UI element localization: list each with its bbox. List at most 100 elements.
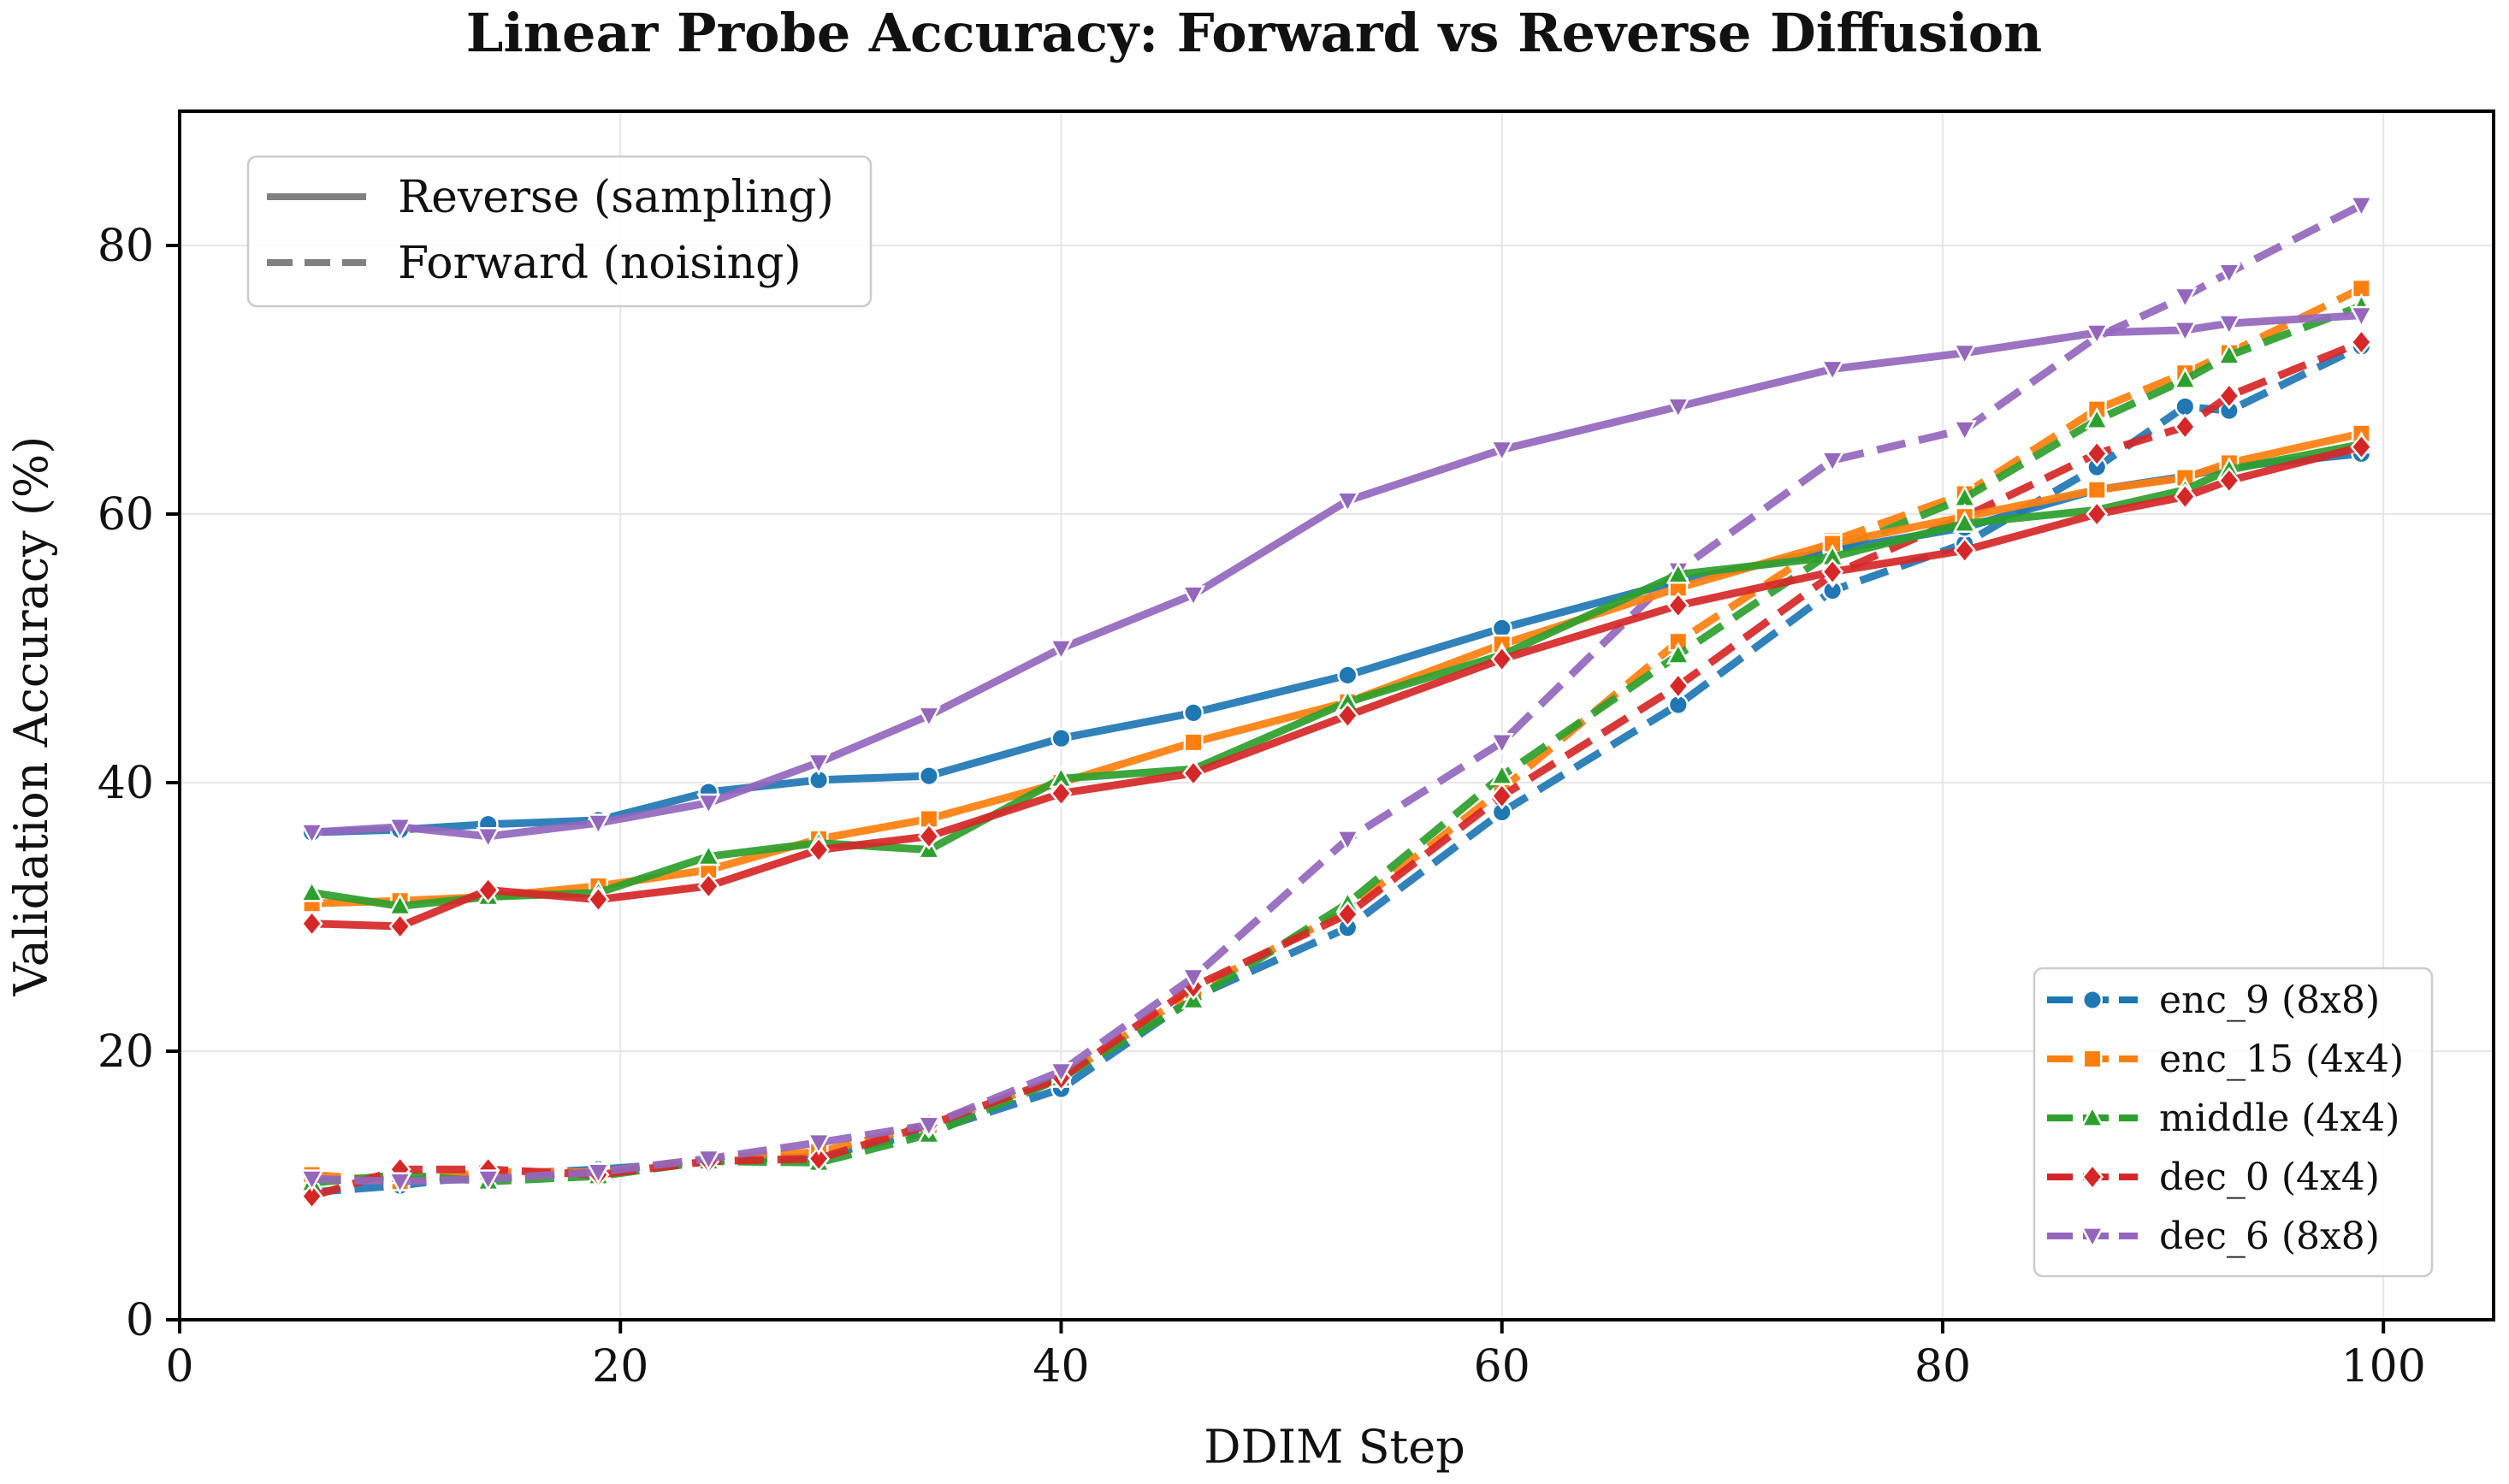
point-dec-0-reverse xyxy=(697,872,720,900)
point-dec-0-reverse xyxy=(476,876,500,904)
y-tick-label: 20 xyxy=(98,1026,154,1078)
series-dec-0-reverse xyxy=(300,433,2373,940)
legend-enc-15-marker xyxy=(2082,1049,2103,1069)
point-dec-0-forward xyxy=(2217,382,2240,410)
point-dec-0-forward xyxy=(2350,328,2373,356)
point-middle-reverse xyxy=(1666,561,1690,584)
legend-enc-9-marker xyxy=(2081,989,2104,1011)
x-tick-label: 100 xyxy=(2341,1341,2426,1392)
legend-middle-marker xyxy=(2080,1104,2105,1127)
y-tick-label: 0 xyxy=(126,1295,154,1346)
legend-dec0-label: dec_0 (4x4) xyxy=(2159,1156,2380,1199)
legend-enc15-label: enc_15 (4x4) xyxy=(2159,1038,2404,1081)
point-dec-0-reverse xyxy=(1050,779,1073,807)
point-middle-reverse xyxy=(1952,510,1977,533)
point-dec-6-reverse xyxy=(1666,397,1690,420)
line-dec-6-reverse xyxy=(311,311,2362,841)
point-enc-9-reverse xyxy=(1182,702,1204,724)
point-dec-6-reverse xyxy=(806,753,831,776)
point-dec-0-reverse xyxy=(1336,701,1359,730)
point-dec-6-reverse xyxy=(586,813,611,837)
point-dec-6-reverse xyxy=(2216,314,2241,337)
point-dec-0-forward xyxy=(1490,782,1513,810)
point-dec-6-forward xyxy=(2173,287,2198,310)
point-dec-6-forward xyxy=(806,1132,831,1156)
point-enc-9-reverse xyxy=(1050,728,1072,749)
point-dec-6-forward xyxy=(299,1169,324,1192)
style-legend-box xyxy=(246,155,873,308)
point-dec-6-reverse xyxy=(388,817,412,841)
line-dec-0-reverse xyxy=(311,443,2363,931)
point-dec-6-forward xyxy=(586,1162,611,1185)
point-middle-reverse xyxy=(696,843,721,866)
legend-reverse-label: Reverse (sampling) xyxy=(398,172,834,223)
point-dec-0-reverse xyxy=(388,913,411,940)
point-dec-0-reverse xyxy=(587,885,610,913)
point-enc-9-forward xyxy=(2175,396,2196,417)
point-dec-6-reverse xyxy=(1335,491,1360,514)
point-dec-6-reverse xyxy=(2085,323,2110,346)
y-tick-label: 80 xyxy=(98,221,154,272)
point-dec-0-reverse xyxy=(1666,591,1689,619)
legend-enc9-label: enc_9 (8x8) xyxy=(2159,978,2380,1022)
point-dec-6-forward xyxy=(1489,733,1514,756)
point-dec-6-forward xyxy=(1335,830,1360,853)
y-axis-ticks: 0 20 40 60 80 xyxy=(98,221,180,1346)
series-layer xyxy=(299,196,2374,1210)
point-dec-6-forward xyxy=(2216,263,2241,286)
x-tick-label: 40 xyxy=(1033,1341,1089,1392)
legend-middle-label: middle (4x4) xyxy=(2159,1097,2400,1140)
point-dec-0-forward xyxy=(2174,413,2197,440)
point-middle-reverse xyxy=(299,879,324,902)
line-middle-reverse xyxy=(311,440,2363,910)
point-middle-forward xyxy=(2173,366,2198,389)
x-axis-label: DDIM Step xyxy=(1204,1420,1465,1474)
point-dec-0-reverse xyxy=(1490,645,1513,673)
point-dec-6-forward xyxy=(2349,196,2374,219)
series-dec-6-reverse xyxy=(299,305,2374,850)
point-dec-6-reverse xyxy=(299,823,324,846)
point-dec-0-forward xyxy=(2086,440,2109,468)
point-dec-6-forward xyxy=(916,1115,942,1138)
point-dec-6-forward xyxy=(1181,967,1206,990)
x-tick-label: 80 xyxy=(1914,1341,1971,1392)
point-dec-6-forward xyxy=(1820,451,1845,474)
point-dec-6-reverse xyxy=(1952,343,1977,366)
legend-dec-0-marker xyxy=(2080,1163,2104,1191)
point-enc-9-reverse xyxy=(1337,665,1358,686)
point-dec-6-reverse xyxy=(2349,305,2374,328)
point-dec-0-reverse xyxy=(2217,466,2240,494)
point-dec-6-forward xyxy=(388,1172,412,1195)
point-dec-0-reverse xyxy=(1182,760,1205,787)
point-middle-forward xyxy=(2216,342,2241,365)
point-dec-0-reverse xyxy=(917,823,940,850)
style-legend: Reverse (sampling) Forward (noising) xyxy=(246,155,873,308)
point-dec-6-reverse xyxy=(696,793,721,816)
point-dec-0-reverse xyxy=(1953,536,1976,565)
point-middle-forward xyxy=(2085,406,2110,429)
point-dec-6-forward xyxy=(1952,420,1977,443)
point-dec-0-reverse xyxy=(808,836,831,864)
point-dec-6-forward xyxy=(1049,1061,1074,1085)
point-enc-15-reverse xyxy=(1183,732,1204,753)
point-dec-6-forward xyxy=(696,1149,721,1172)
point-dec-6-forward xyxy=(476,1169,500,1192)
point-dec-6-reverse xyxy=(1049,639,1074,662)
point-enc-9-reverse xyxy=(918,766,939,787)
point-dec-0-reverse xyxy=(2086,500,2109,528)
point-dec-0-reverse xyxy=(300,910,323,937)
point-dec-6-reverse xyxy=(1181,585,1206,608)
layer-legend-box xyxy=(2033,967,2434,1278)
point-middle-forward xyxy=(1666,641,1690,665)
point-enc-15-reverse xyxy=(2086,480,2107,500)
plot-frame xyxy=(178,109,2495,1321)
chart-title: Linear Probe Accuracy: Forward vs Revers… xyxy=(466,2,2042,64)
x-tick-label: 0 xyxy=(165,1341,193,1392)
point-dec-0-reverse xyxy=(2174,482,2197,511)
point-dec-0-reverse xyxy=(1821,558,1844,586)
y-axis-label: Validation Accuracy (%) xyxy=(4,436,58,997)
layer-legend: enc_9 (8x8) enc_15 (4x4) middle (4x4) de… xyxy=(2033,967,2434,1278)
y-tick-label: 60 xyxy=(98,489,154,541)
x-tick-label: 20 xyxy=(592,1341,648,1392)
